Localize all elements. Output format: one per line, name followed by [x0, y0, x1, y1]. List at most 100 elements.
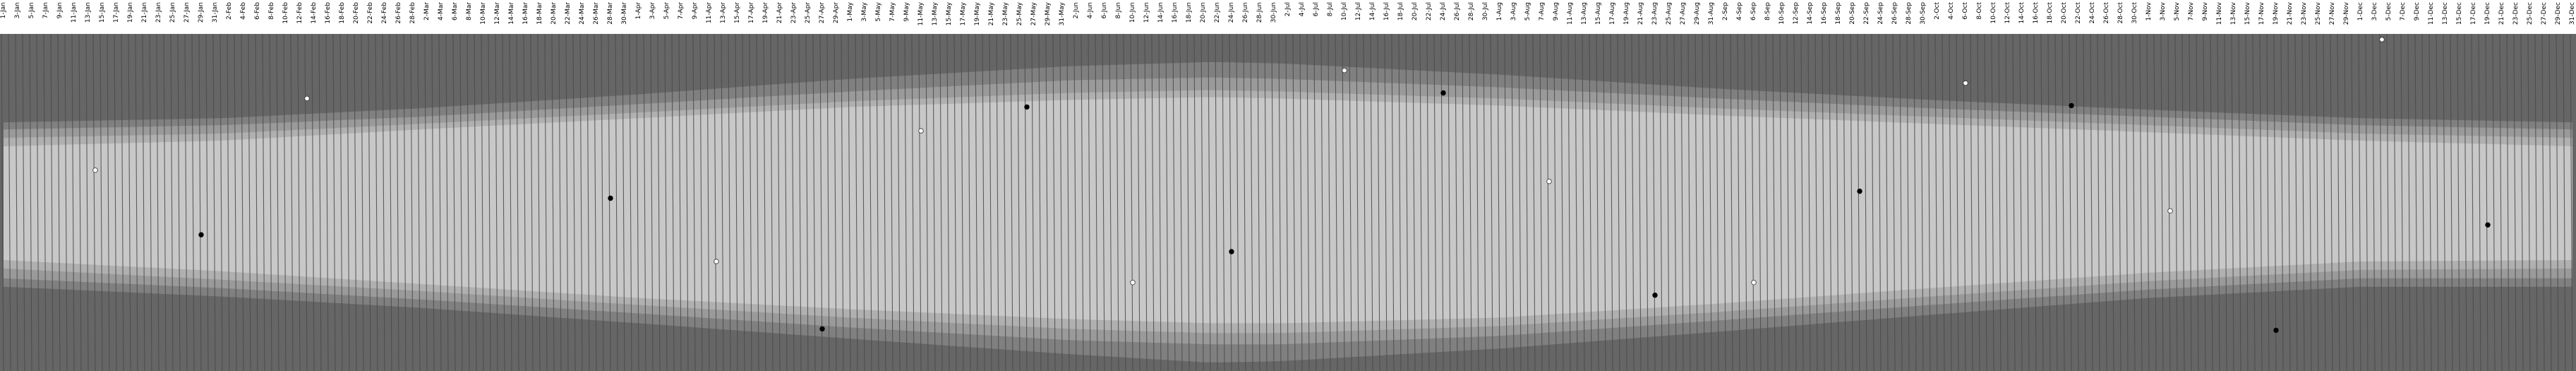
x-tick-label: 12-Mar [494, 2, 501, 25]
x-tick-label: 31-May [1059, 1, 1066, 25]
day-stripe [2181, 34, 2185, 371]
x-tick-label: 17-Nov [2258, 1, 2265, 25]
day-stripe [339, 34, 343, 371]
day-stripe [1511, 34, 1515, 371]
day-stripe [1476, 34, 1479, 371]
day-stripe [2309, 34, 2312, 371]
day-stripe [1024, 34, 1028, 371]
day-stripe [2132, 34, 2136, 371]
day-stripe [198, 34, 202, 371]
x-tick-label: 23-Jan [155, 2, 162, 23]
x-tick-label: 22-Feb [367, 2, 374, 24]
day-stripe [1737, 34, 1740, 371]
day-stripe [1934, 34, 1938, 371]
day-stripe [2090, 34, 2093, 371]
x-tick-label: 6-Feb [254, 2, 261, 20]
day-stripe [876, 34, 879, 371]
x-tick-label: 10-Mar [480, 2, 487, 25]
x-tick-label: 23-May [1002, 1, 1009, 25]
x-tick-label: 9-Apr [692, 2, 699, 20]
day-stripe [1278, 34, 1282, 371]
day-stripe [1730, 34, 1733, 371]
day-stripe [234, 34, 237, 371]
x-tick-label: 14-Jul [1369, 2, 1376, 20]
black-point [1229, 249, 1234, 254]
day-stripe [283, 34, 287, 371]
day-stripe [1426, 34, 1430, 371]
x-tick-label: 9-Jan [56, 2, 64, 18]
day-stripe [227, 34, 230, 371]
day-stripe [445, 34, 449, 371]
day-stripe [1088, 34, 1091, 371]
day-stripe [191, 34, 195, 371]
x-tick-label: 5-Nov [2174, 1, 2181, 20]
day-stripe [121, 34, 124, 371]
x-tick-label: 2-Mar [423, 2, 431, 20]
black-point [1857, 188, 1862, 194]
day-stripe [1687, 34, 1691, 371]
day-stripe [2266, 34, 2270, 371]
day-stripe [332, 34, 336, 371]
x-tick-label: 13-Apr [720, 2, 727, 23]
x-tick-label: 18-Mar [536, 2, 543, 25]
x-tick-label: 4-Oct [1948, 2, 1955, 20]
x-tick-label: 15-Nov [2244, 1, 2251, 25]
day-stripe [1864, 34, 1867, 371]
day-stripe [2492, 34, 2496, 371]
day-stripe [1497, 34, 1500, 371]
x-tick-label: 24-Jun [1228, 2, 1235, 23]
day-stripe [2118, 34, 2121, 371]
day-stripe [311, 34, 315, 371]
black-point [1652, 293, 1658, 298]
day-stripe [530, 34, 534, 371]
x-tick-label: 9-Aug [1553, 2, 1560, 20]
x-tick-label: 11-Jan [71, 2, 78, 23]
day-stripe [1786, 34, 1790, 371]
x-tick-label: 16-Feb [325, 2, 332, 24]
x-tick-label: 15-Jan [99, 2, 106, 23]
day-stripe [170, 34, 174, 371]
x-tick-label: 10-Oct [1990, 2, 1997, 24]
day-stripe [735, 34, 738, 371]
day-stripe [1539, 34, 1543, 371]
day-stripe [975, 34, 978, 371]
day-stripe [650, 34, 654, 371]
x-tick-label: 3-Apr [649, 2, 656, 20]
x-tick-label: 27-May [1030, 1, 1037, 25]
day-stripe [1391, 34, 1395, 371]
x-tick-label: 18-Jul [1397, 2, 1404, 20]
day-stripe [2478, 34, 2481, 371]
day-stripe [2513, 34, 2517, 371]
day-stripe [579, 34, 583, 371]
day-stripe [1342, 34, 1345, 371]
day-stripe [502, 34, 505, 371]
day-stripe [50, 34, 54, 371]
day-stripe [1878, 34, 1882, 371]
day-stripe [685, 34, 689, 371]
x-tick-label: 4-Feb [240, 2, 247, 20]
x-tick-label: 6-Mar [452, 2, 459, 20]
day-stripe [1779, 34, 1783, 371]
day-stripe [968, 34, 971, 371]
day-stripe [1885, 34, 1889, 371]
x-tick-label: 28-Jun [1256, 2, 1263, 23]
day-stripe [1582, 34, 1585, 371]
day-stripe [149, 34, 152, 371]
day-stripe [1970, 34, 1973, 371]
x-tick-label: 22-Jun [1214, 2, 1221, 23]
day-stripe [1659, 34, 1663, 371]
plot-area [0, 34, 2576, 371]
day-stripe [2351, 34, 2354, 371]
day-stripe [961, 34, 964, 371]
day-stripe [1144, 34, 1148, 371]
x-tick-label: 5-Apr [663, 2, 670, 20]
day-stripe [163, 34, 167, 371]
x-tick-label: 13-Nov [2230, 1, 2237, 25]
day-stripe [57, 34, 61, 371]
day-stripe [467, 34, 470, 371]
day-stripe [572, 34, 576, 371]
day-stripe [107, 34, 110, 371]
day-stripe [1927, 34, 1931, 371]
day-stripe [1991, 34, 1994, 371]
day-stripe [989, 34, 992, 371]
